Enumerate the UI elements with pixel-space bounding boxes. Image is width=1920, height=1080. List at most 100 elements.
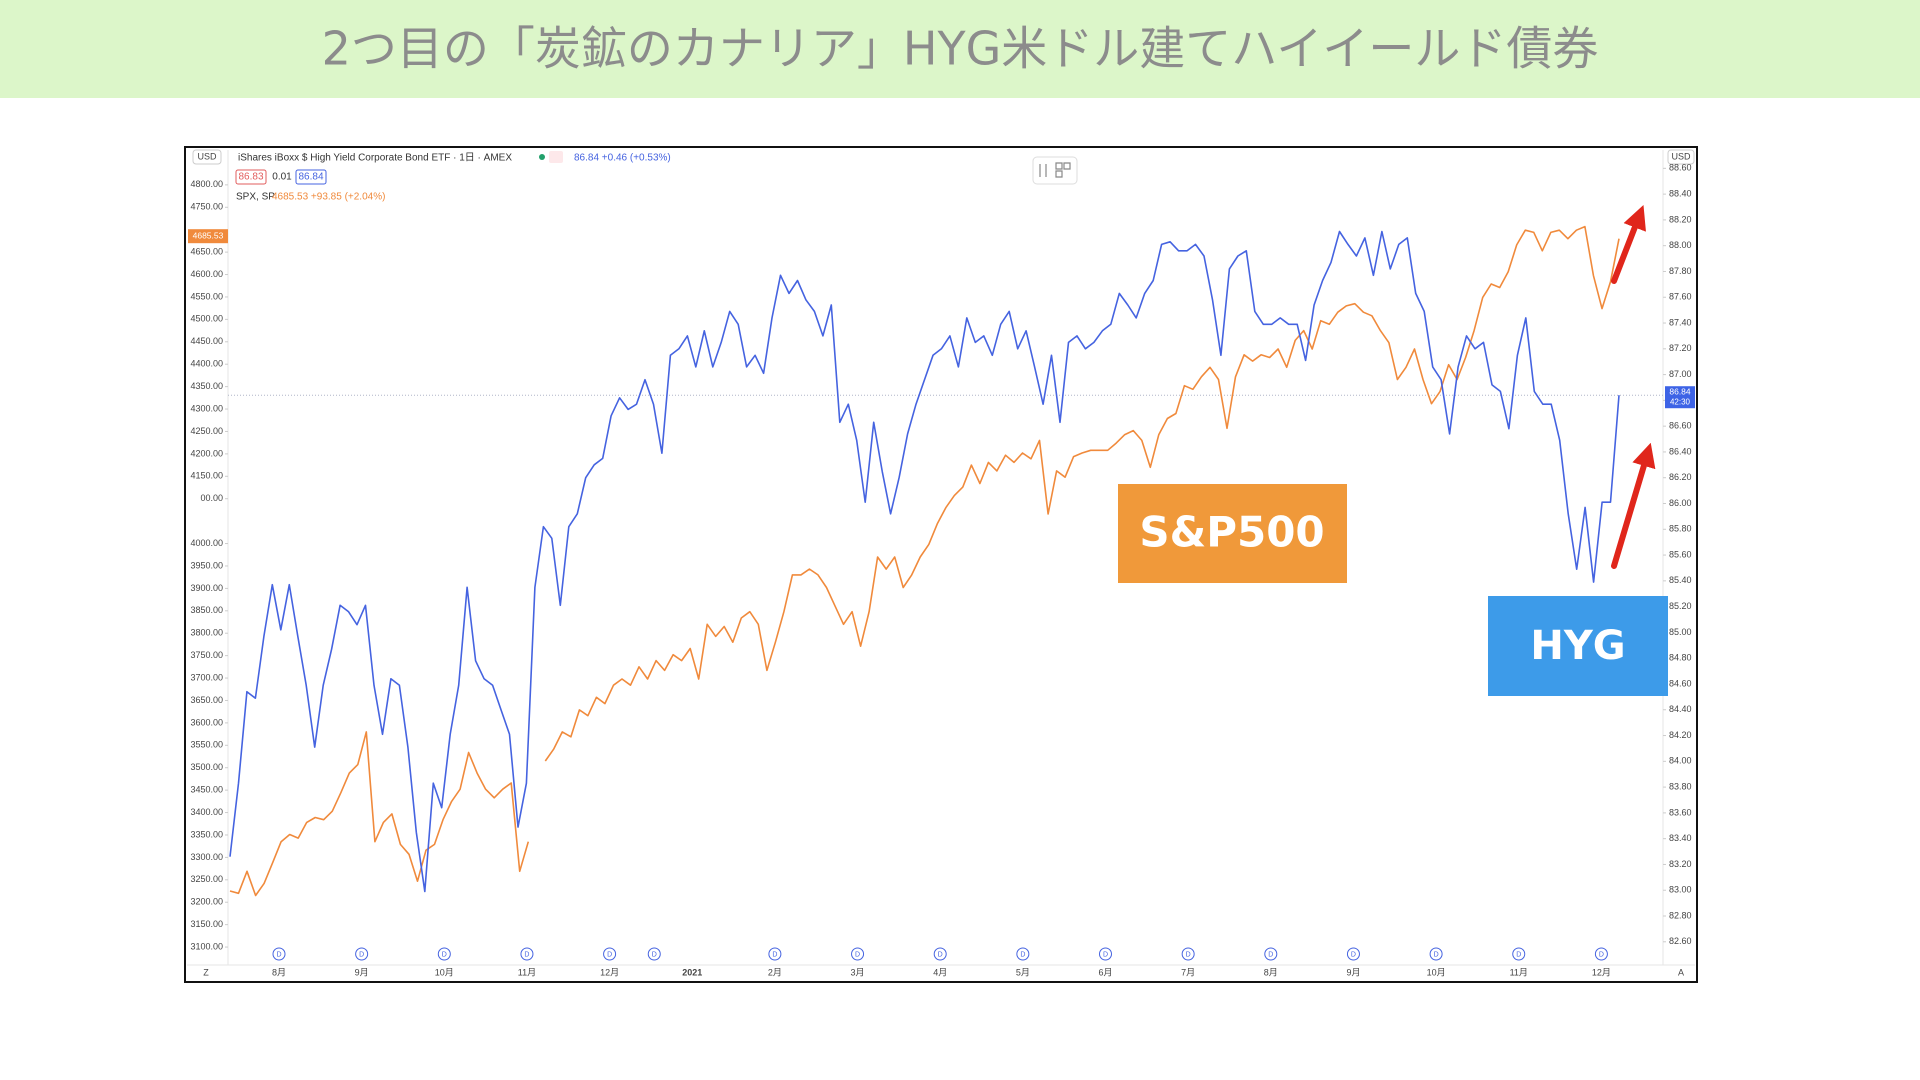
x-tick-label: 9月	[1346, 967, 1360, 977]
dividend-marker-label: D	[938, 951, 943, 958]
title-band	[0, 0, 1920, 98]
dividend-marker-label: D	[607, 951, 612, 958]
x-tick-label: 2021	[682, 967, 702, 977]
y-tick-label: 4000.00	[190, 538, 223, 548]
y2-tick-label: 83.40	[1669, 833, 1692, 843]
y2-tick-label: 87.00	[1669, 369, 1692, 379]
legend-spx-symbol: SPX, SP	[236, 192, 275, 203]
y-tick-label: 3600.00	[190, 717, 223, 727]
usd-button[interactable]	[1667, 149, 1695, 165]
y-tick-label: 3350.00	[190, 829, 223, 839]
y2-tick-label: 84.60	[1669, 678, 1692, 688]
y2-tick-label: 86.40	[1669, 446, 1692, 456]
y2-tick-label: 83.20	[1669, 859, 1692, 869]
y2-tick-label: 84.80	[1669, 653, 1692, 663]
y2-tick-label: 85.00	[1669, 627, 1692, 637]
hyg-label-box	[1488, 596, 1668, 696]
x-tick-label: 10月	[435, 967, 454, 977]
y-tick-label: 4600.00	[190, 269, 223, 279]
dividend-marker-label: D	[524, 951, 529, 958]
bid-box	[235, 169, 267, 185]
y2-tick-label: 88.40	[1669, 188, 1692, 198]
y-tick-label: 3650.00	[190, 695, 223, 705]
dividend-marker-label: D	[652, 951, 657, 958]
y2-tick-label: 84.20	[1669, 730, 1692, 740]
y-tick-label: 4350.00	[190, 381, 223, 391]
auto-button[interactable]: A	[1678, 967, 1684, 977]
dividend-marker	[1181, 947, 1195, 961]
y2-tick-label: 86.60	[1669, 421, 1692, 431]
x-tick-label: 12月	[1592, 967, 1611, 977]
y-tick-label: 3400.00	[190, 807, 223, 817]
y2-tick-label: 88.00	[1669, 240, 1692, 250]
y2-tick-label: 83.60	[1669, 807, 1692, 817]
zoom-button[interactable]: Z	[203, 967, 209, 977]
x-tick-label: 6月	[1098, 967, 1112, 977]
y2-tick-label: 83.00	[1669, 885, 1692, 895]
hyg-label: HYG	[1530, 623, 1625, 669]
y-tick-label: 3300.00	[190, 852, 223, 862]
x-tick-label: 11月	[518, 967, 536, 977]
y2-tick-label: 87.20	[1669, 343, 1692, 353]
y2-tick-label: 82.60	[1669, 936, 1692, 946]
dividend-marker	[520, 947, 534, 961]
slide-title: 2つ目の「炭鉱のカナリア」HYG米ドル建てハイイールド債券	[322, 22, 1599, 76]
dividend-marker	[603, 947, 617, 961]
y-tick-label: 4550.00	[190, 291, 223, 301]
toolbar-widget[interactable]	[1032, 156, 1078, 185]
usd-label: USD	[1671, 151, 1691, 161]
dividend-marker	[1429, 947, 1443, 961]
dividend-marker	[851, 947, 865, 961]
y-tick-label: 3450.00	[190, 785, 223, 795]
y-tick-label: 4400.00	[190, 359, 223, 369]
sp500-label-box	[1118, 484, 1347, 583]
legend-symbol: iShares iBoxx $ High Yield Corporate Bon…	[238, 153, 512, 164]
series-line	[229, 225, 1620, 897]
hyg-countdown: 42:30	[1670, 397, 1691, 406]
dividend-marker	[355, 947, 369, 961]
hyg-price-tag	[1665, 386, 1695, 409]
y-tick-label: 3250.00	[190, 874, 223, 884]
dividend-marker-label: D	[1020, 951, 1025, 958]
x-tick-label: 8月	[272, 967, 286, 977]
legend-spx-change: 4685.53 +93.85 (+2.04%)	[272, 192, 385, 203]
y-tick-label: 3550.00	[190, 740, 223, 750]
x-tick-label: 12月	[600, 967, 619, 977]
y-tick-label: 3750.00	[190, 650, 223, 660]
red-arrow	[1611, 205, 1646, 284]
y-tick-label: 3500.00	[190, 762, 223, 772]
red-arrow	[1611, 442, 1656, 569]
spread: 0.01	[272, 172, 292, 183]
y-tick-label: 3850.00	[190, 605, 223, 615]
spx-price-tag-label: 4685.53	[193, 230, 224, 240]
y2-tick-label: 84.00	[1669, 756, 1692, 766]
toolbar-icon	[1039, 162, 1071, 178]
y-tick-label: 4650.00	[190, 246, 223, 256]
dividend-marker	[437, 947, 451, 961]
y2-tick-label: 85.80	[1669, 524, 1692, 534]
dividend-marker-label: D	[1434, 951, 1439, 958]
plot-area: 3100.00 3150.00 3200.00 3250.00 3300.00 3350.…	[188, 163, 1695, 977]
chart-frame	[184, 146, 1698, 983]
dividend-marker	[1346, 947, 1360, 961]
dividend-marker-label: D	[1103, 951, 1108, 958]
dividend-marker-label: D	[359, 951, 364, 958]
y2-tick-label: 85.60	[1669, 549, 1692, 559]
y-tick-label: 4200.00	[190, 448, 223, 458]
y-tick-label: 3900.00	[190, 583, 223, 593]
dividend-marker-label: D	[1268, 951, 1273, 958]
y2-tick-label: 87.40	[1669, 317, 1692, 327]
x-tick-label: 2月	[768, 967, 782, 977]
y2-tick-label: 82.80	[1669, 910, 1692, 920]
usd-button[interactable]	[192, 149, 222, 165]
ask-box	[295, 169, 327, 185]
dividend-marker-label: D	[1599, 951, 1604, 958]
y2-tick-label: 87.60	[1669, 292, 1692, 302]
dividend-marker	[647, 947, 661, 961]
bid: 86.83	[238, 172, 263, 183]
dividend-marker-label: D	[276, 951, 281, 958]
y-tick-label: 4250.00	[190, 426, 223, 436]
y-tick-label: 3150.00	[190, 919, 223, 929]
dividend-marker	[272, 947, 286, 961]
status-dot	[539, 154, 545, 160]
